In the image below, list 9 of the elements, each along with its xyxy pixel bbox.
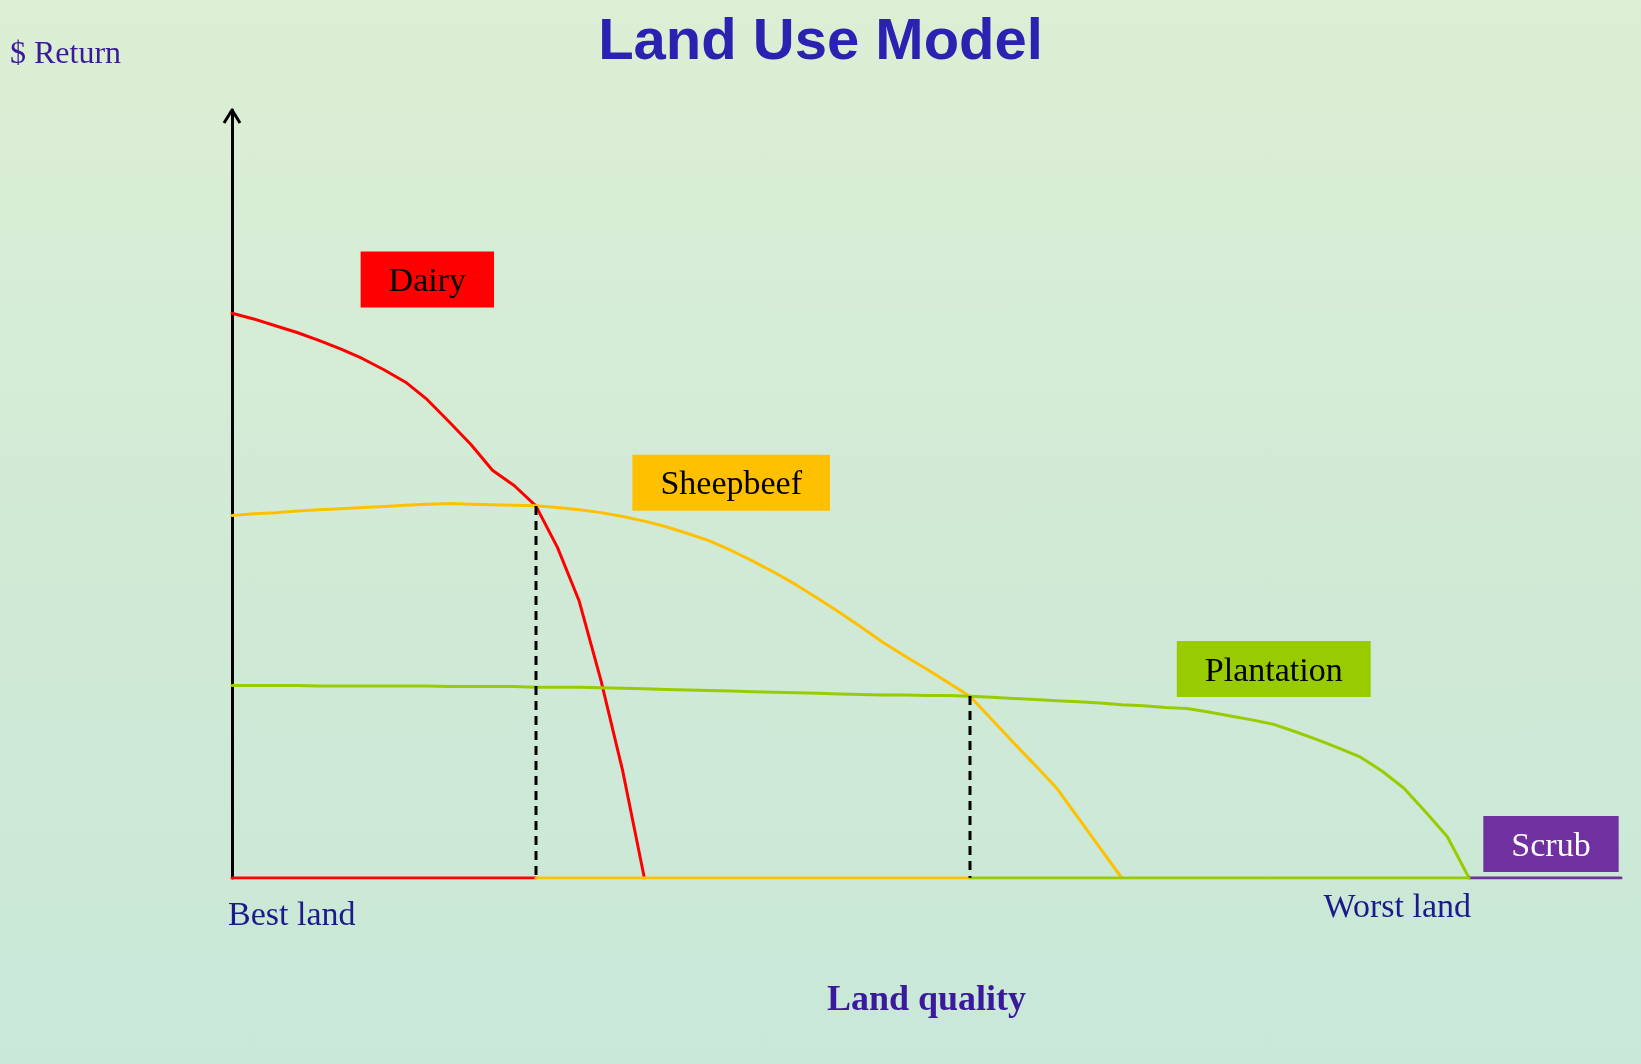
text: $ Return xyxy=(10,34,122,70)
x-axis-title: Land quality xyxy=(826,978,1027,1018)
text: Worst land xyxy=(1323,886,1471,924)
text: Best land xyxy=(228,894,356,932)
series-label: Sheepbeef xyxy=(660,464,803,502)
series-label: Scrub xyxy=(1511,825,1591,863)
series-label: Plantation xyxy=(1204,650,1343,688)
series-label: Dairy xyxy=(388,260,467,298)
chart-title: Land Use Model xyxy=(598,5,1043,71)
